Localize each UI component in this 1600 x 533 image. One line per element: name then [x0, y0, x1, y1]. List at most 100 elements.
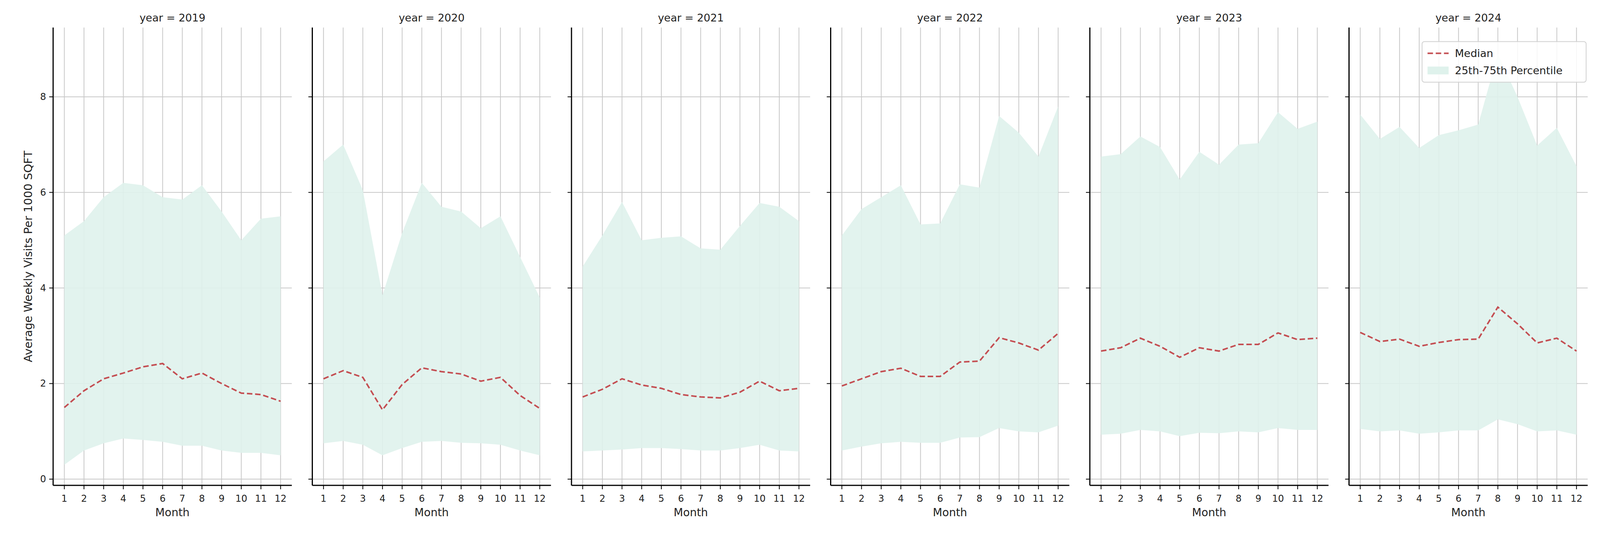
y-tick: [1085, 478, 1090, 480]
x-tick-label: 3: [878, 493, 884, 505]
y-tick: [49, 478, 54, 480]
x-tick: [441, 485, 442, 490]
x-tick: [421, 485, 423, 490]
grid-line-y: [53, 192, 292, 193]
data-group: [582, 201, 800, 452]
x-axis-label: Month: [1192, 506, 1227, 520]
grid-line-y: [53, 478, 292, 480]
x-tick: [719, 485, 721, 490]
percentile-band: [841, 106, 1059, 451]
y-tick: [1345, 478, 1350, 480]
x-tick: [1018, 485, 1020, 490]
x-tick-label: 6: [418, 493, 425, 505]
y-tick: [826, 96, 831, 98]
x-tick: [1139, 485, 1141, 490]
y-tick-label: 6: [40, 187, 47, 199]
x-tick: [123, 485, 124, 490]
chart-root: 12345678910111202468year = 2019MonthAver…: [0, 0, 1600, 533]
x-tick: [939, 485, 941, 490]
x-tick-label: 12: [1311, 493, 1324, 505]
x-tick-label: 7: [438, 493, 445, 505]
panel: 123456789101112year = 2020Month: [308, 11, 552, 520]
x-tick-label: 3: [1396, 493, 1403, 505]
x-tick: [1257, 485, 1259, 490]
x-axis-line: [571, 485, 811, 487]
median-line: [64, 363, 281, 408]
y-tick: [567, 287, 572, 289]
x-tick-label: 5: [1435, 493, 1442, 505]
x-tick-label: 7: [179, 493, 186, 505]
y-tick: [308, 383, 313, 384]
grid-line-y: [571, 96, 811, 98]
y-tick: [308, 96, 313, 98]
x-tick: [621, 485, 623, 490]
y-tick: [1345, 96, 1350, 98]
x-tick: [1576, 485, 1577, 490]
data-group: [64, 182, 281, 465]
panel-title: year = 2020: [398, 11, 465, 24]
x-tick: [582, 485, 584, 490]
y-axis-line: [52, 27, 54, 486]
legend: Median25th-75th Percentile: [1422, 41, 1587, 83]
grid-line-y: [830, 96, 1070, 98]
x-tick: [260, 485, 262, 490]
x-tick: [1198, 485, 1200, 490]
x-tick-label: 12: [533, 493, 547, 505]
x-axis-line: [53, 485, 292, 487]
x-tick-label: 2: [1117, 493, 1124, 505]
x-tick-label: 9: [737, 493, 743, 505]
x-tick-label: 11: [1291, 493, 1304, 505]
x-tick-label: 1: [1098, 493, 1104, 505]
x-tick-label: 5: [1176, 493, 1183, 505]
y-tick: [308, 192, 313, 193]
y-tick: [49, 192, 54, 193]
x-tick-label: 6: [159, 493, 166, 505]
x-tick-label: 3: [359, 493, 366, 505]
panel-title: year = 2019: [139, 11, 206, 24]
y-tick-label: 4: [40, 282, 47, 294]
x-axis-line: [312, 485, 552, 487]
x-tick-label: 1: [839, 493, 845, 505]
grid-line-y: [1349, 478, 1588, 480]
x-tick: [1497, 485, 1499, 490]
x-tick-label: 7: [1216, 493, 1222, 505]
x-tick-label: 4: [120, 493, 127, 505]
x-tick: [182, 485, 183, 490]
y-axis-line: [1348, 27, 1350, 486]
x-tick-label: 11: [255, 493, 268, 505]
x-tick-label: 7: [957, 493, 963, 505]
grid-line-y: [1349, 96, 1588, 98]
y-axis-line: [1089, 27, 1091, 486]
x-tick-label: 8: [717, 493, 724, 505]
x-tick-label: 4: [1157, 493, 1163, 505]
x-tick: [880, 485, 882, 490]
percentile-band: [64, 182, 281, 465]
x-tick-label: 10: [753, 493, 766, 505]
panel: 123456789101112year = 2024Month: [1345, 11, 1588, 520]
x-tick-label: 1: [579, 493, 586, 505]
x-tick: [401, 485, 403, 490]
x-tick-label: 10: [1531, 493, 1544, 505]
x-tick-label: 4: [1416, 493, 1423, 505]
percentile-band: [323, 144, 540, 456]
y-tick: [567, 192, 572, 193]
x-tick: [1399, 485, 1400, 490]
x-tick-label: 3: [619, 493, 625, 505]
panel: 123456789101112year = 2023Month: [1085, 11, 1329, 520]
panel-title: year = 2021: [657, 11, 724, 24]
x-tick: [480, 485, 482, 490]
grid-line-y: [571, 478, 811, 480]
x-tick-label: 11: [514, 493, 527, 505]
y-tick: [308, 478, 313, 480]
x-tick: [1458, 485, 1459, 490]
x-tick: [142, 485, 144, 490]
y-axis-line: [571, 27, 573, 486]
x-tick: [798, 485, 800, 490]
x-tick: [680, 485, 682, 490]
x-tick-label: 8: [458, 493, 465, 505]
x-tick: [1379, 485, 1381, 490]
y-tick: [1345, 383, 1350, 384]
x-tick-label: 4: [898, 493, 904, 505]
panel-title: year = 2023: [1176, 11, 1243, 24]
x-tick: [1277, 485, 1279, 490]
